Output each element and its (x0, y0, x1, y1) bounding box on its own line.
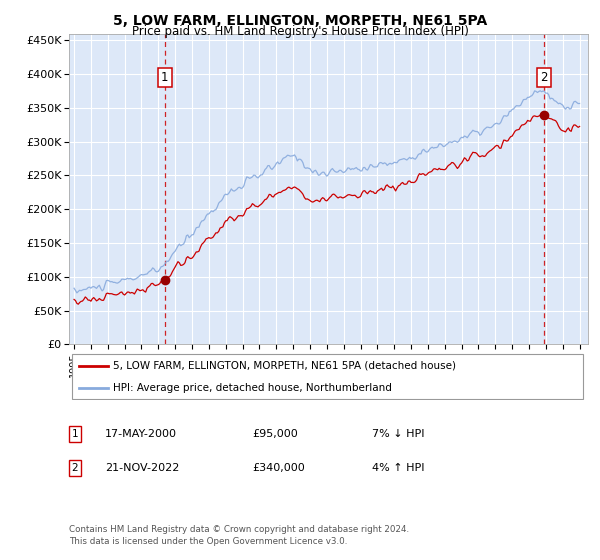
Text: HPI: Average price, detached house, Northumberland: HPI: Average price, detached house, Nort… (113, 382, 392, 393)
Text: 1: 1 (71, 429, 79, 439)
Text: £95,000: £95,000 (252, 429, 298, 439)
Text: 5, LOW FARM, ELLINGTON, MORPETH, NE61 5PA: 5, LOW FARM, ELLINGTON, MORPETH, NE61 5P… (113, 14, 487, 28)
Text: 1: 1 (161, 71, 169, 84)
Text: 21-NOV-2022: 21-NOV-2022 (105, 463, 179, 473)
FancyBboxPatch shape (71, 354, 583, 399)
Text: 5, LOW FARM, ELLINGTON, MORPETH, NE61 5PA (detached house): 5, LOW FARM, ELLINGTON, MORPETH, NE61 5P… (113, 361, 456, 371)
Text: 17-MAY-2000: 17-MAY-2000 (105, 429, 177, 439)
Text: 2: 2 (71, 463, 79, 473)
Text: 2: 2 (541, 71, 548, 84)
Text: £340,000: £340,000 (252, 463, 305, 473)
Text: Price paid vs. HM Land Registry's House Price Index (HPI): Price paid vs. HM Land Registry's House … (131, 25, 469, 38)
Text: Contains HM Land Registry data © Crown copyright and database right 2024.
This d: Contains HM Land Registry data © Crown c… (69, 525, 409, 546)
Text: 7% ↓ HPI: 7% ↓ HPI (372, 429, 425, 439)
Text: 4% ↑ HPI: 4% ↑ HPI (372, 463, 425, 473)
